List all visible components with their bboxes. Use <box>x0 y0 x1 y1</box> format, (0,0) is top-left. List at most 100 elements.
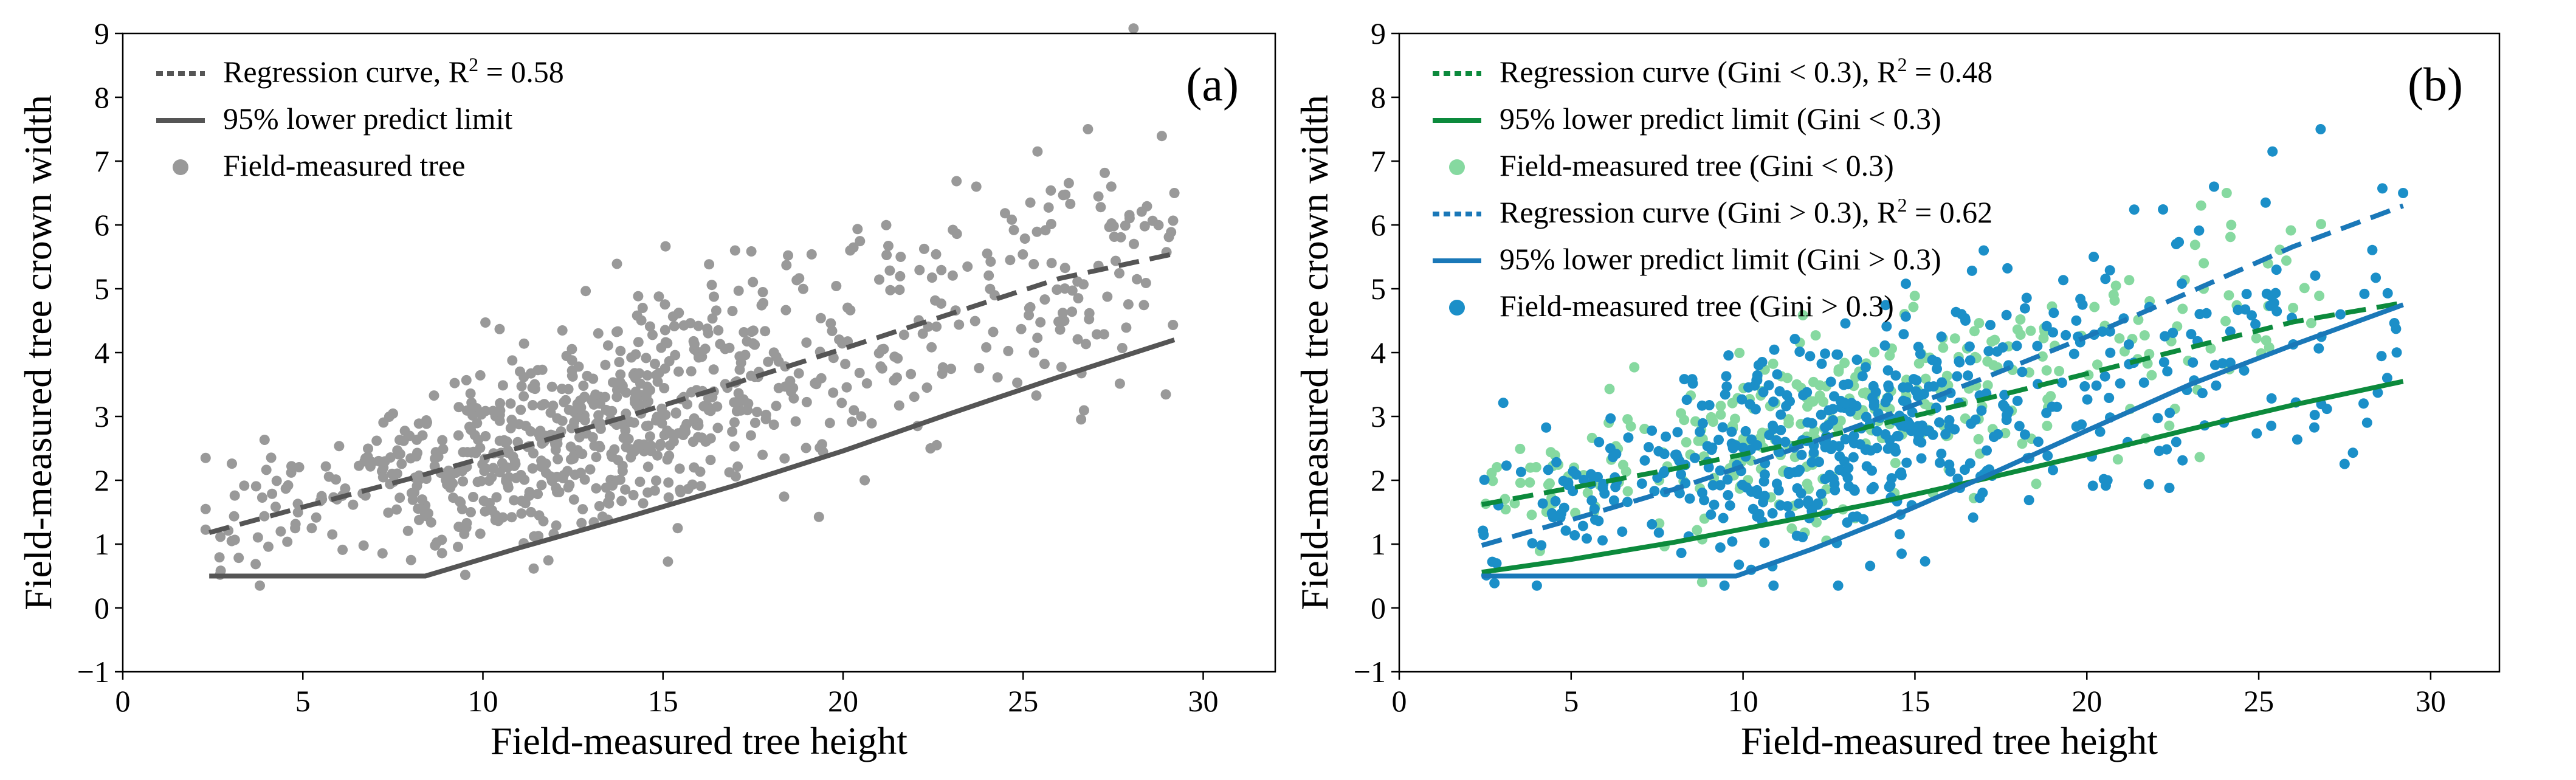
scatter-point <box>1884 350 1895 361</box>
scatter-point <box>727 306 738 317</box>
scatter-point <box>1783 418 1794 429</box>
scatter-point <box>895 252 906 262</box>
scatter-point <box>576 517 587 528</box>
scatter-point <box>266 452 277 463</box>
scatter-point <box>1964 341 1975 352</box>
scatter-point <box>2138 377 2149 388</box>
scatter-point <box>612 326 623 337</box>
scatter-point <box>635 477 646 487</box>
scatter-point <box>1531 580 1542 591</box>
scatter-point <box>641 353 652 364</box>
scatter-point <box>1599 488 1610 499</box>
scatter-point <box>1100 167 1110 178</box>
scatter-point <box>468 492 478 502</box>
scatter-point <box>1487 556 1498 567</box>
scatter-point <box>575 395 586 406</box>
scatter-point <box>739 327 749 337</box>
scatter-point <box>1703 462 1714 473</box>
scatter-point <box>593 410 604 421</box>
scatter-point <box>2316 219 2326 230</box>
scatter-point <box>2223 290 2234 301</box>
scatter-point <box>1569 530 1580 540</box>
scatter-point <box>1794 464 1805 475</box>
scatter-point <box>689 462 700 473</box>
scatter-point <box>532 489 543 500</box>
scatter-point <box>1611 449 1622 460</box>
scatter-point <box>2041 320 2052 331</box>
scatter-point <box>1872 443 1882 454</box>
scatter-point <box>529 531 540 542</box>
scatter-point <box>642 461 653 472</box>
scatter-point <box>740 350 751 361</box>
scatter-point <box>656 403 667 414</box>
legend-label: Field-measured tree (Gini > 0.3) <box>1500 289 1894 323</box>
scatter-point <box>589 440 600 451</box>
scatter-point <box>1758 387 1769 398</box>
scatter-point <box>543 555 554 566</box>
scatter-point <box>985 256 996 267</box>
scatter-point <box>2097 326 2108 337</box>
scatter-point <box>1065 198 1076 209</box>
scatter-point <box>2061 330 2071 340</box>
scatter-point <box>1780 437 1791 447</box>
scatter-point <box>200 524 211 535</box>
scatter-point <box>1623 432 1634 443</box>
scatter-point <box>1743 382 1754 393</box>
y-tick-label: 9 <box>94 16 109 50</box>
scatter-point <box>1949 333 1960 344</box>
scatter-point <box>1114 378 1125 389</box>
scatter-point <box>1775 409 1786 420</box>
scatter-point <box>316 491 327 502</box>
scatter-point <box>670 350 681 361</box>
scatter-point <box>2042 450 2053 461</box>
scatter-point <box>467 410 478 421</box>
scatter-point <box>845 245 856 256</box>
scatter-point <box>1901 278 1911 289</box>
scatter-point <box>1768 358 1779 369</box>
scatter-point <box>1676 469 1686 480</box>
scatter-point <box>490 407 501 417</box>
scatter-point <box>1720 389 1731 400</box>
scatter-point <box>1550 495 1561 506</box>
scatter-point <box>250 481 261 492</box>
scatter-point <box>1687 374 1698 385</box>
scatter-point <box>712 401 723 412</box>
scatter-point <box>2335 309 2346 320</box>
scatter-point <box>1937 377 1947 388</box>
scatter-point <box>615 474 625 485</box>
scatter-point <box>1676 548 1687 558</box>
scatter-point <box>1816 409 1827 420</box>
legend-label: 95% lower predict limit (Gini > 0.3) <box>1500 242 1941 276</box>
scatter-point <box>466 424 477 435</box>
scatter-point <box>1723 490 1734 500</box>
scatter-point <box>1053 316 1064 327</box>
scatter-point <box>1786 523 1797 534</box>
scatter-point <box>1928 381 1939 392</box>
scatter-point <box>320 461 331 472</box>
scatter-point <box>2251 428 2262 439</box>
scatter-point <box>779 453 790 464</box>
scatter-point <box>883 241 894 251</box>
scatter-point <box>1560 525 1571 536</box>
scatter-point <box>2376 351 2387 362</box>
scatter-point <box>476 409 487 420</box>
scatter-point <box>585 464 596 475</box>
scatter-point <box>1737 394 1748 405</box>
scatter-point <box>1594 437 1605 447</box>
scatter-point <box>1045 185 1056 196</box>
scatter-point <box>1718 513 1729 523</box>
scatter-point <box>1556 508 1566 519</box>
scatter-point <box>1857 371 1868 382</box>
scatter-point <box>1896 548 1907 559</box>
scatter-point <box>505 423 516 433</box>
scatter-point <box>889 351 900 362</box>
scatter-point <box>518 338 529 349</box>
scatter-point <box>534 510 545 521</box>
scatter-point <box>1976 405 1987 416</box>
scatter-point <box>1734 559 1744 570</box>
scatter-point <box>2194 225 2205 236</box>
scatter-point <box>2266 393 2277 404</box>
scatter-point <box>655 441 666 451</box>
scatter-point <box>2260 197 2271 208</box>
scatter-point <box>2220 316 2231 326</box>
